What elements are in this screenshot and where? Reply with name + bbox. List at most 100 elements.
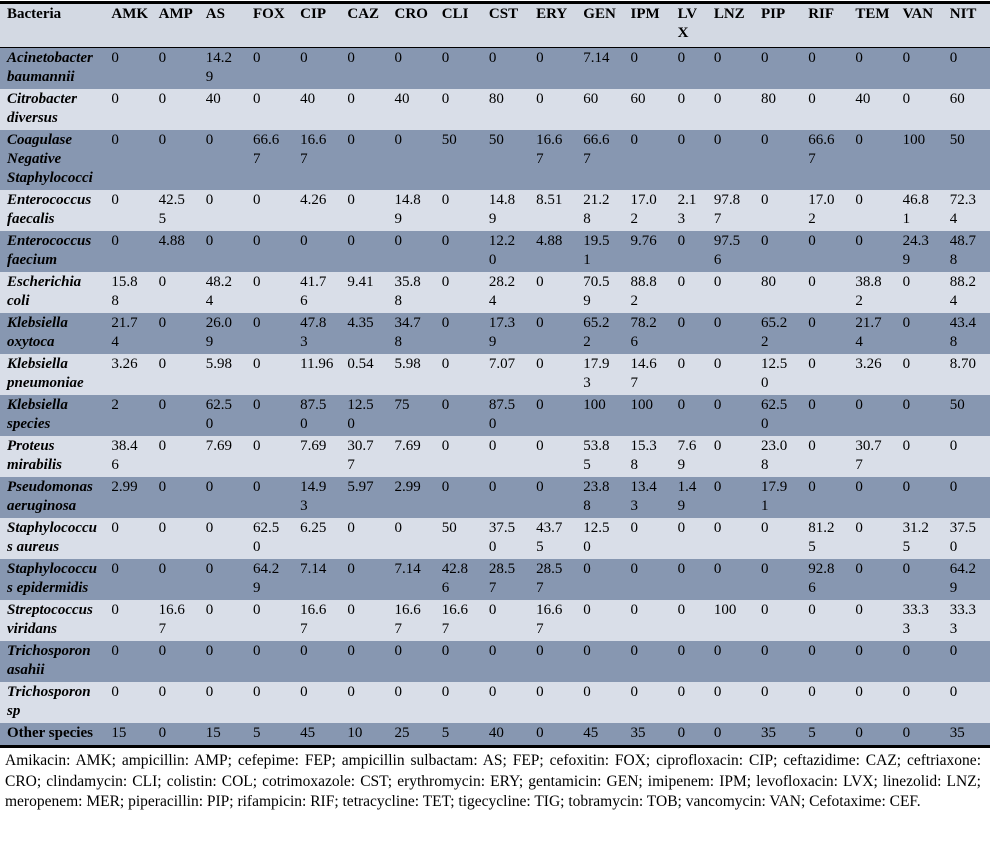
value-cell-lnz: 0	[706, 641, 754, 682]
table-row: Proteus mirabilis 38.46 0 7.69 0 7.69 30.77 7.6…	[0, 436, 990, 477]
value-cell-amk: 0	[104, 682, 152, 723]
value-cell-van: 0	[895, 354, 943, 395]
value-cell-ipm: 0	[623, 682, 671, 723]
value-cell-cip: 16.67	[293, 130, 341, 190]
value-cell-lnz: 0	[706, 354, 754, 395]
value-cell-tem: 0	[848, 559, 896, 600]
value-cell-tem: 0	[848, 723, 896, 748]
value-cell-rif: 0	[801, 395, 849, 436]
value-cell-fox: 0	[245, 477, 294, 518]
value-cell-rif: 17.02	[801, 190, 849, 231]
value-cell-cst: 0	[481, 436, 530, 477]
value-cell-cip: 14.93	[293, 477, 341, 518]
value-cell-fox: 0	[245, 641, 294, 682]
value-cell-gen: 0	[576, 682, 624, 723]
value-cell-lvx: 0	[670, 313, 707, 354]
value-cell-fox: 0	[245, 190, 294, 231]
value-cell-as: 0	[198, 600, 246, 641]
value-cell-nit: 64.29	[942, 559, 990, 600]
value-cell-lnz: 0	[706, 723, 754, 748]
value-cell-cro: 40	[387, 89, 435, 130]
value-cell-lvx: 2.13	[670, 190, 707, 231]
column-header-cst: CST	[481, 1, 530, 48]
value-cell-lnz: 0	[706, 313, 754, 354]
page: Bacteria AMK AMP AS FOX CIP CAZ CRO CLI CST ERY GEN…	[0, 1, 990, 810]
value-cell-cip: 11.96	[293, 354, 341, 395]
value-cell-ery: 0	[529, 272, 577, 313]
value-cell-ery: 43.75	[529, 518, 577, 559]
value-cell-ipm: 88.82	[623, 272, 671, 313]
table-body: Acinetobacter baumannii 0 0 14.29 0 0 0 0 0 0 0 7.1…	[0, 47, 990, 748]
value-cell-lvx: 0	[670, 518, 707, 559]
value-cell-amk: 0	[104, 190, 152, 231]
value-cell-amk: 2	[104, 395, 152, 436]
value-cell-ery: 0	[529, 723, 577, 748]
value-cell-cip: 7.14	[293, 559, 341, 600]
value-cell-caz: 4.35	[340, 313, 388, 354]
value-cell-ipm: 60	[623, 89, 671, 130]
value-cell-as: 0	[198, 130, 246, 190]
value-cell-as: 0	[198, 190, 246, 231]
value-cell-amk: 2.99	[104, 477, 152, 518]
value-cell-lnz: 0	[706, 436, 754, 477]
value-cell-nit: 43.48	[942, 313, 990, 354]
value-cell-fox: 0	[245, 436, 294, 477]
value-cell-as: 26.09	[198, 313, 246, 354]
value-cell-lnz: 100	[706, 600, 754, 641]
column-header-rif: RIF	[801, 1, 849, 48]
value-cell-pip: 0	[754, 130, 802, 190]
table-row: Acinetobacter baumannii 0 0 14.29 0 0 0 0 0 0 0 7.1…	[0, 47, 990, 89]
value-cell-cst: 7.07	[481, 354, 530, 395]
column-header-van: VAN	[895, 1, 943, 48]
value-cell-cro: 7.69	[387, 436, 435, 477]
value-cell-rif: 81.25	[801, 518, 849, 559]
value-cell-gen: 19.51	[576, 231, 624, 272]
value-cell-ery: 28.57	[529, 559, 577, 600]
value-cell-ipm: 0	[623, 559, 671, 600]
value-cell-gen: 21.28	[576, 190, 624, 231]
value-cell-cli: 0	[434, 47, 482, 89]
value-cell-cip: 0	[293, 231, 341, 272]
column-header-amk: AMK	[104, 1, 152, 48]
value-cell-cst: 40	[481, 723, 530, 748]
bacteria-name-cell: Citrobacter diversus	[0, 89, 105, 130]
value-cell-ipm: 0	[623, 600, 671, 641]
value-cell-ery: 0	[529, 47, 577, 89]
value-cell-cst: 12.20	[481, 231, 530, 272]
value-cell-cst: 0	[481, 477, 530, 518]
value-cell-ipm: 15.38	[623, 436, 671, 477]
value-cell-van: 0	[895, 89, 943, 130]
value-cell-tem: 3.26	[848, 354, 896, 395]
table-row: Staphylococcus epidermidis 0 0 0 64.29 7.14 0 7…	[0, 559, 990, 600]
value-cell-lnz: 0	[706, 395, 754, 436]
value-cell-van: 0	[895, 641, 943, 682]
value-cell-amk: 0	[104, 518, 152, 559]
table-row: Coagulase Negative Staphylococci 0 0 0 66.67…	[0, 130, 990, 190]
value-cell-van: 0	[895, 559, 943, 600]
value-cell-van: 0	[895, 395, 943, 436]
value-cell-van: 31.25	[895, 518, 943, 559]
value-cell-ery: 0	[529, 682, 577, 723]
bacteria-name-cell: Enterococcus faecalis	[0, 190, 105, 231]
value-cell-cst: 0	[481, 47, 530, 89]
value-cell-cli: 0	[434, 190, 482, 231]
value-cell-tem: 0	[848, 641, 896, 682]
value-cell-nit: 37.50	[942, 518, 990, 559]
value-cell-cst: 37.50	[481, 518, 530, 559]
value-cell-amp: 16.67	[151, 600, 199, 641]
table-row: Escherichia coli 15.88 0 48.24 0 41.76 9.41 35.…	[0, 272, 990, 313]
value-cell-caz: 9.41	[340, 272, 388, 313]
value-cell-ipm: 17.02	[623, 190, 671, 231]
value-cell-lnz: 0	[706, 518, 754, 559]
column-header-cli: CLI	[434, 1, 482, 48]
value-cell-cip: 41.76	[293, 272, 341, 313]
column-header-as: AS	[198, 1, 246, 48]
bacteria-name-cell: Proteus mirabilis	[0, 436, 105, 477]
value-cell-gen: 60	[576, 89, 624, 130]
value-cell-rif: 0	[801, 272, 849, 313]
value-cell-tem: 38.82	[848, 272, 896, 313]
value-cell-rif: 92.86	[801, 559, 849, 600]
value-cell-cip: 40	[293, 89, 341, 130]
value-cell-lvx: 0	[670, 395, 707, 436]
value-cell-cro: 35.88	[387, 272, 435, 313]
